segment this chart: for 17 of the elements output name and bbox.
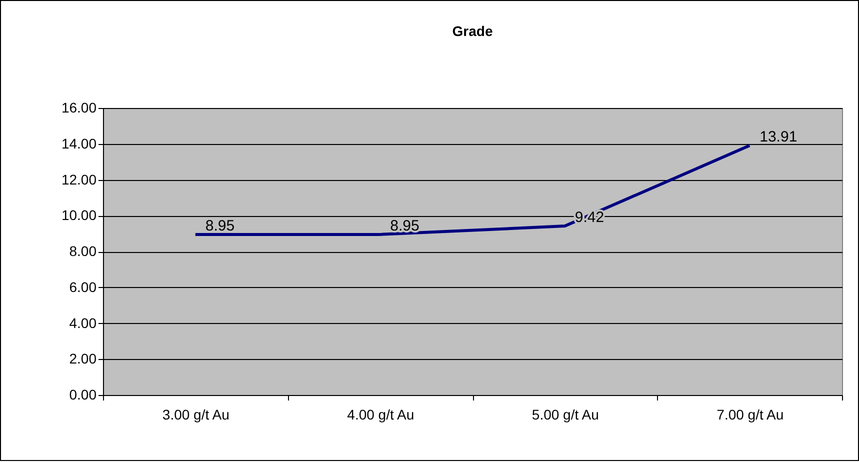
y-tick-label: 12.00	[61, 171, 97, 188]
y-tick-label: 2.00	[69, 350, 97, 367]
y-tick-label: 16.00	[61, 100, 97, 116]
y-tick-label: 0.00	[69, 386, 97, 402]
chart-title: Grade	[452, 23, 493, 39]
data-label: 8.95	[205, 217, 235, 234]
x-tick-label: 4.00 g/t Au	[347, 406, 414, 422]
data-label: 13.91	[760, 128, 798, 146]
y-tick-label: 10.00	[61, 207, 97, 224]
x-tick-label: 7.00 g/t Au	[716, 406, 784, 422]
y-tick-label: 6.00	[69, 278, 97, 295]
x-tick-label: 3.00 g/t Au	[162, 406, 230, 422]
x-tick-label: 5.00 g/t Au	[532, 406, 599, 422]
y-tick-label: 4.00	[69, 314, 97, 331]
data-label: 8.95	[390, 217, 420, 234]
y-tick-label: 8.00	[69, 243, 97, 259]
y-tick-label: 14.00	[61, 135, 97, 152]
